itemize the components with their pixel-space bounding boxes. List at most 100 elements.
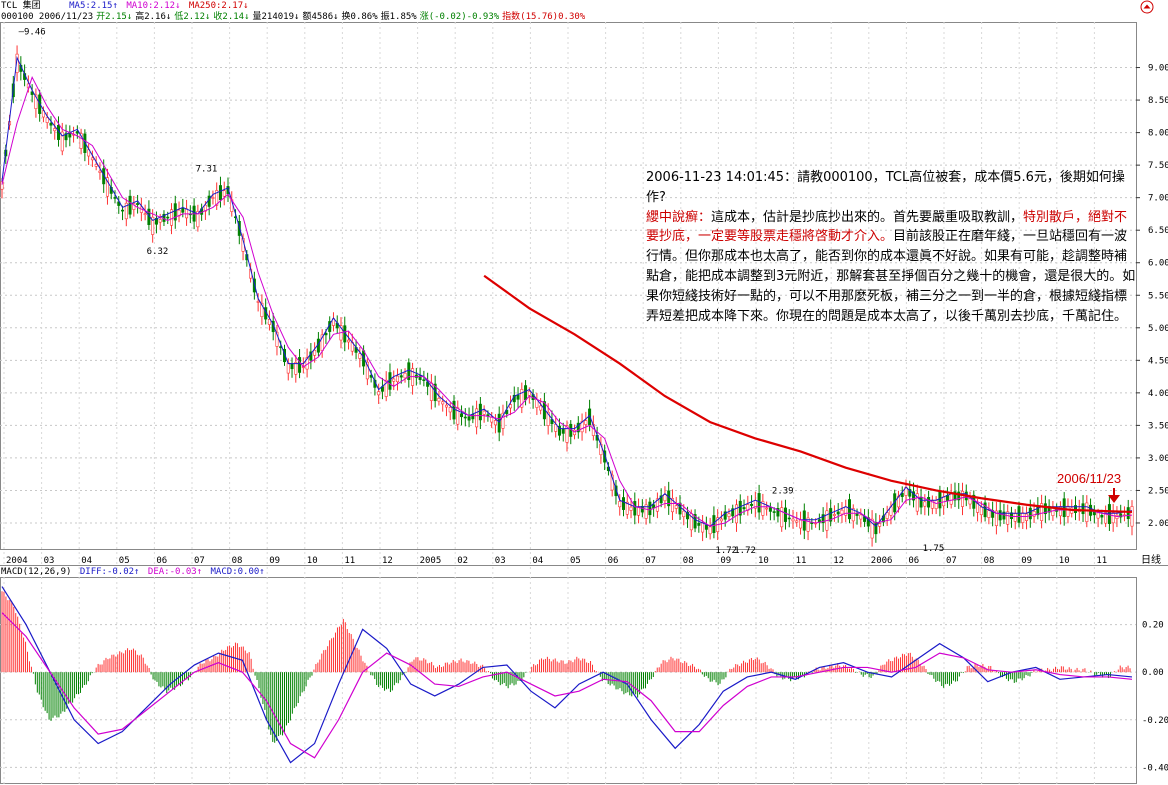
arrow-down-icon — [1108, 488, 1120, 503]
candle-body — [121, 209, 125, 212]
candle-body — [1066, 505, 1070, 517]
price-tick-label: 2.50 — [1148, 486, 1168, 496]
candle-body — [358, 353, 362, 359]
candle-body — [1006, 511, 1010, 525]
code-date: 000100 2006/11/23 — [1, 12, 94, 22]
candle-body — [478, 403, 482, 421]
candle-body — [652, 504, 656, 509]
candle-body — [750, 503, 754, 506]
candle-body — [113, 197, 117, 199]
candle-body — [444, 404, 448, 408]
candle-body — [392, 378, 396, 382]
scroll-up-icon[interactable] — [1140, 0, 1154, 14]
macd-value: MACD:0.00↑ — [210, 567, 265, 577]
candle-body — [768, 507, 772, 512]
candle-body — [1043, 503, 1047, 515]
time-tick-label: 07 — [645, 556, 656, 566]
candle-body — [275, 331, 279, 347]
macd-header: MACD(12,26,9) DIFF:-0.02↑ DEA:-0.03↑ MAC… — [1, 567, 268, 578]
price-extreme-label: 1.72 — [734, 546, 756, 556]
time-tick-label: 09 — [269, 556, 280, 566]
candle-body — [173, 203, 177, 221]
candle-body — [855, 513, 859, 516]
candle-body — [1062, 498, 1066, 518]
candle-body — [452, 400, 456, 420]
candle-body — [618, 501, 622, 508]
low-value: 低2.12↓ — [174, 12, 211, 22]
candle-body — [851, 508, 855, 522]
time-tick-label: 10 — [1059, 556, 1070, 566]
candle-body — [60, 131, 64, 152]
change-value: 涨(-0.02)-0.93% — [419, 12, 500, 22]
candle-body — [282, 348, 286, 363]
volume-value: 量214019↓ — [252, 12, 300, 22]
candle-body — [659, 495, 663, 504]
candle-body — [1017, 506, 1021, 523]
candle-body — [731, 508, 735, 517]
candle-body — [181, 207, 185, 213]
candle-body — [829, 508, 833, 522]
candle-body — [742, 507, 746, 510]
candle-body — [124, 202, 128, 220]
annotation-reply-part1: 這成本，估計是抄底抄出來的。首先要嚴重吸取教訓， — [711, 209, 1024, 225]
candle-body — [222, 190, 226, 197]
candle-body — [294, 362, 298, 375]
candle-body — [105, 177, 109, 197]
candle-body — [795, 520, 799, 523]
time-tick-label: 05 — [570, 556, 581, 566]
candle-body — [132, 203, 136, 210]
candle-body — [693, 514, 697, 529]
time-tick-label: 07 — [946, 556, 957, 566]
candle-body — [151, 216, 155, 235]
candle-body — [719, 518, 723, 522]
candle-body — [791, 518, 795, 522]
diff-value: DIFF:-0.02↑ — [79, 567, 140, 577]
candle-body — [1111, 512, 1115, 524]
candle-body — [94, 164, 98, 167]
candle-body — [546, 411, 550, 426]
candle-body — [185, 208, 189, 219]
candle-body — [686, 512, 690, 520]
candle-body — [938, 491, 942, 509]
price-tick-label: 6.00 — [1148, 259, 1168, 269]
macd-histogram — [1, 591, 1131, 743]
candle-body — [799, 519, 803, 529]
candle-body — [399, 375, 403, 378]
annotation-text: 2006-11-23 14:01:45：請教000100，TCL高位被套，成本價… — [646, 168, 1138, 326]
price-tick-label: 8.00 — [1148, 129, 1168, 139]
candle-body — [1028, 507, 1032, 520]
candle-body — [633, 501, 637, 516]
candle-body — [923, 501, 927, 507]
candle-body — [422, 379, 426, 381]
candle-body — [957, 491, 961, 501]
candle-body — [407, 362, 411, 381]
candle-body — [260, 302, 264, 317]
candle-body — [701, 522, 705, 533]
candle-body — [508, 404, 512, 409]
candle-body — [998, 510, 1002, 521]
candle-body — [927, 496, 931, 508]
price-extreme-label: 7.31 — [196, 164, 218, 174]
candle-body — [1025, 513, 1029, 521]
candle-body — [919, 496, 923, 508]
chart-header-line1: TCL 集团 MA5:2.15↑ MA10:2.12↓ MA250:2.17↓ — [1, 1, 252, 12]
price-tick-label: 7.50 — [1148, 161, 1168, 171]
candle-body — [584, 420, 588, 425]
candle-body — [395, 375, 399, 383]
candle-body — [475, 408, 479, 428]
candle-body — [1081, 503, 1085, 515]
candle-body — [298, 357, 302, 373]
turnover-value: 换0.86% — [341, 12, 378, 22]
candle-body — [874, 521, 878, 535]
candle-body — [0, 181, 4, 190]
period-label[interactable]: 日线 — [1141, 555, 1161, 566]
time-tick-label: 09 — [720, 556, 731, 566]
candle-body — [1032, 511, 1036, 517]
candle-body — [783, 507, 787, 522]
candle-body — [655, 498, 659, 512]
time-tick-label: 12 — [382, 556, 393, 566]
candle-body — [960, 490, 964, 507]
candle-body — [90, 157, 94, 161]
candle-body — [215, 190, 219, 206]
